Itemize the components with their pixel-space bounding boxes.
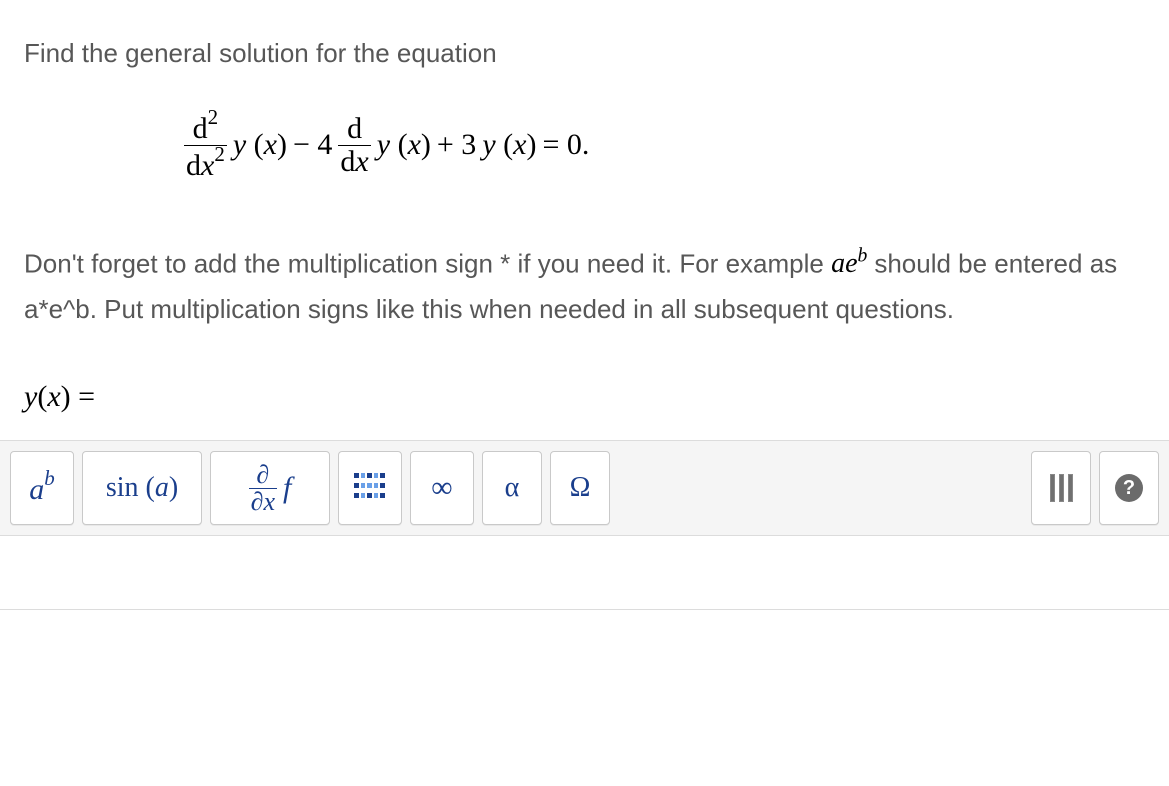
second-derivative-fraction: d2 dx2 bbox=[184, 109, 227, 181]
eq-label: = bbox=[71, 380, 95, 413]
matrix-icon bbox=[352, 471, 388, 506]
d-denom: d bbox=[186, 149, 201, 182]
inline-exp-b: b bbox=[858, 246, 868, 267]
y-1: y bbox=[233, 128, 246, 161]
close-2: ) bbox=[421, 128, 431, 161]
x-1: x bbox=[264, 128, 277, 161]
columns-button[interactable] bbox=[1031, 451, 1091, 525]
deriv-partial-bot: ∂x bbox=[249, 488, 277, 515]
d-denom-2: d bbox=[340, 145, 355, 178]
power-button[interactable]: ab bbox=[10, 451, 74, 525]
exp-2-bot: 2 bbox=[214, 142, 225, 166]
prompt-text: Find the general solution for the equati… bbox=[24, 38, 1145, 69]
instruction-text: Don't forget to add the multiplication s… bbox=[24, 241, 1145, 330]
equation-display: d2 dx2 y (x) − 4 d dx y (x) + 3 y (x) = … bbox=[184, 109, 1145, 181]
trig-open: ( bbox=[139, 472, 155, 503]
d-numerator: d bbox=[193, 112, 208, 145]
alpha-button[interactable]: α bbox=[482, 451, 542, 525]
first-derivative-fraction: d dx bbox=[338, 113, 370, 177]
derivative-button[interactable]: ∂ ∂x f bbox=[210, 451, 330, 525]
trig-button[interactable]: sin (a) bbox=[82, 451, 202, 525]
alpha-label: α bbox=[505, 472, 520, 504]
instr-part1: Don't forget to add the multiplication s… bbox=[24, 248, 831, 278]
inline-e: e bbox=[845, 248, 857, 279]
trig-fn: sin bbox=[106, 472, 139, 503]
help-button[interactable]: ? bbox=[1099, 451, 1159, 525]
minus-4: − 4 bbox=[293, 128, 332, 162]
plus-3: + 3 bbox=[437, 128, 476, 162]
inline-a: a bbox=[831, 248, 845, 279]
power-base: a bbox=[29, 473, 44, 506]
open-1: ( bbox=[254, 128, 264, 161]
trig-close: ) bbox=[169, 472, 178, 503]
columns-icon bbox=[1050, 474, 1073, 502]
y-label: y bbox=[24, 380, 37, 413]
deriv-partial-top: ∂ bbox=[254, 462, 271, 488]
x-denom-2: x bbox=[355, 145, 368, 178]
open-3: ( bbox=[503, 128, 513, 161]
close-1: ) bbox=[277, 128, 287, 161]
close-3: ) bbox=[526, 128, 536, 161]
x-3: x bbox=[513, 128, 526, 161]
open-label: ( bbox=[37, 380, 47, 413]
close-label: ) bbox=[61, 380, 71, 413]
matrix-button[interactable] bbox=[338, 451, 402, 525]
help-icon: ? bbox=[1115, 474, 1143, 502]
equals-zero: = 0. bbox=[542, 128, 589, 162]
y-3: y bbox=[482, 128, 495, 161]
deriv-f: f bbox=[283, 471, 291, 505]
infinity-button[interactable]: ∞ bbox=[410, 451, 474, 525]
equation-toolbar: ab sin (a) ∂ ∂x f bbox=[0, 440, 1169, 536]
y-2: y bbox=[377, 128, 390, 161]
omega-label: Ω bbox=[570, 472, 591, 504]
x-2: x bbox=[408, 128, 421, 161]
trig-arg: a bbox=[155, 472, 169, 503]
omega-button[interactable]: Ω bbox=[550, 451, 610, 525]
answer-input-area[interactable] bbox=[0, 536, 1169, 610]
infinity-label: ∞ bbox=[431, 471, 452, 505]
d-numerator-2: d bbox=[345, 113, 364, 145]
open-2: ( bbox=[398, 128, 408, 161]
exp-2-top: 2 bbox=[208, 105, 219, 129]
x-label: x bbox=[47, 380, 60, 413]
answer-label: y(x) = bbox=[24, 380, 1145, 414]
x-denom: x bbox=[201, 149, 214, 182]
power-exp: b bbox=[44, 466, 55, 490]
